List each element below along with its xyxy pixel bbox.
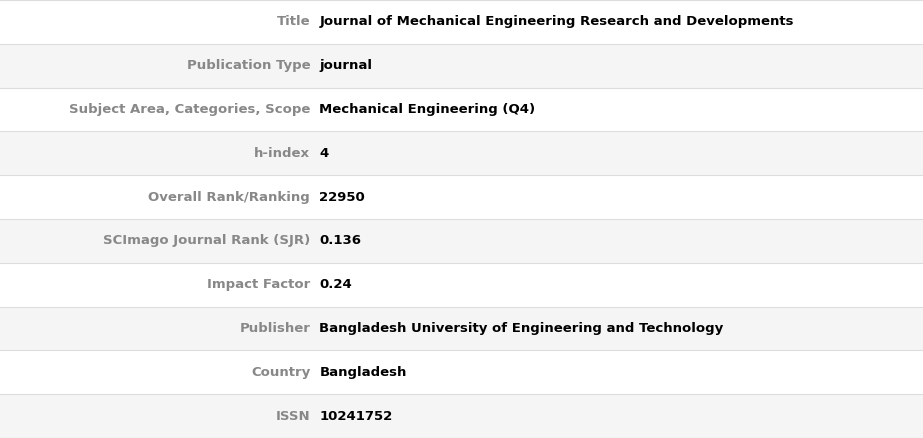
Text: 22950: 22950 xyxy=(319,191,366,204)
Text: Bangladesh University of Engineering and Technology: Bangladesh University of Engineering and… xyxy=(319,322,724,335)
Bar xyxy=(0,263,923,307)
Bar xyxy=(0,394,923,438)
Text: 0.136: 0.136 xyxy=(319,234,362,247)
Text: Impact Factor: Impact Factor xyxy=(207,278,310,291)
Text: SCImago Journal Rank (SJR): SCImago Journal Rank (SJR) xyxy=(102,234,310,247)
Text: 0.24: 0.24 xyxy=(319,278,352,291)
Text: Subject Area, Categories, Scope: Subject Area, Categories, Scope xyxy=(68,103,310,116)
Text: Mechanical Engineering (Q4): Mechanical Engineering (Q4) xyxy=(319,103,535,116)
Text: Title: Title xyxy=(277,15,310,28)
Text: Publication Type: Publication Type xyxy=(186,59,310,72)
Bar xyxy=(0,350,923,394)
Text: Country: Country xyxy=(251,366,310,379)
Bar xyxy=(0,219,923,263)
Bar xyxy=(0,131,923,175)
Bar xyxy=(0,307,923,350)
Bar xyxy=(0,175,923,219)
Text: 4: 4 xyxy=(319,147,329,160)
Text: Bangladesh: Bangladesh xyxy=(319,366,407,379)
Text: 10241752: 10241752 xyxy=(319,410,392,423)
Text: ISSN: ISSN xyxy=(275,410,310,423)
Text: Publisher: Publisher xyxy=(239,322,310,335)
Bar xyxy=(0,44,923,88)
Text: Overall Rank/Ranking: Overall Rank/Ranking xyxy=(149,191,310,204)
Bar xyxy=(0,0,923,44)
Text: journal: journal xyxy=(319,59,372,72)
Text: Journal of Mechanical Engineering Research and Developments: Journal of Mechanical Engineering Resear… xyxy=(319,15,794,28)
Bar xyxy=(0,88,923,131)
Text: h-index: h-index xyxy=(254,147,310,160)
